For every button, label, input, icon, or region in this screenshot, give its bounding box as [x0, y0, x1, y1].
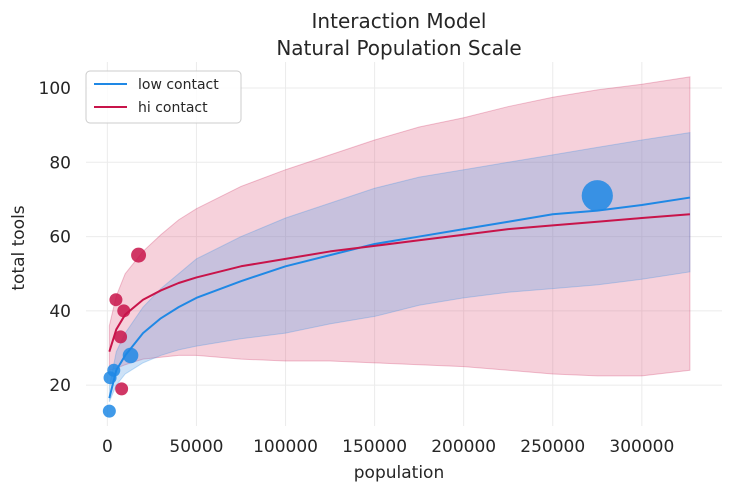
observation-point-hi-contact — [115, 382, 129, 396]
observations — [102, 180, 613, 418]
x-axis-label: population — [354, 463, 444, 483]
observation-point-hi-contact — [117, 304, 131, 318]
y-tick-label: 80 — [49, 153, 71, 173]
x-tick-label: 250000 — [520, 437, 585, 457]
line-low-contact — [108, 196, 691, 399]
observation-point-hi-contact — [109, 293, 123, 307]
observation-point-low-contact — [102, 404, 116, 418]
x-tick-label: 150000 — [342, 437, 407, 457]
x-tick-label: 300000 — [609, 437, 674, 457]
band-hi-contact — [108, 76, 691, 377]
legend-label-low-contact: low contact — [138, 77, 219, 93]
observation-point-hi-contact — [131, 247, 147, 263]
x-tick-label: 50000 — [169, 437, 223, 457]
y-axis-label: total tools — [9, 205, 29, 290]
legend: low contact hi contact — [85, 70, 242, 124]
y-tick-label: 20 — [49, 376, 71, 396]
x-tick-label: 0 — [102, 437, 113, 457]
band-low-contact — [108, 131, 691, 403]
credible-bands — [108, 76, 691, 403]
x-tick-label: 200000 — [431, 437, 496, 457]
mean-lines — [108, 196, 691, 399]
legend-label-hi-contact: hi contact — [138, 100, 208, 116]
line-hi-contact — [108, 213, 691, 353]
observation-point-hi-contact — [114, 330, 128, 344]
y-tick-label: 60 — [49, 228, 71, 248]
observation-point-low-contact — [581, 180, 613, 212]
y-tick-label: 40 — [49, 302, 71, 322]
tick-labels: 0 50000 100000 150000 200000 250000 300000 20 40… — [39, 79, 675, 457]
chart-subtitle: Natural Population Scale — [276, 36, 521, 60]
chart-title: Interaction Model — [312, 9, 487, 33]
observation-point-low-contact — [122, 347, 139, 364]
y-tick-label: 100 — [39, 79, 71, 99]
x-tick-label: 100000 — [253, 437, 318, 457]
observation-point-low-contact — [107, 363, 121, 377]
